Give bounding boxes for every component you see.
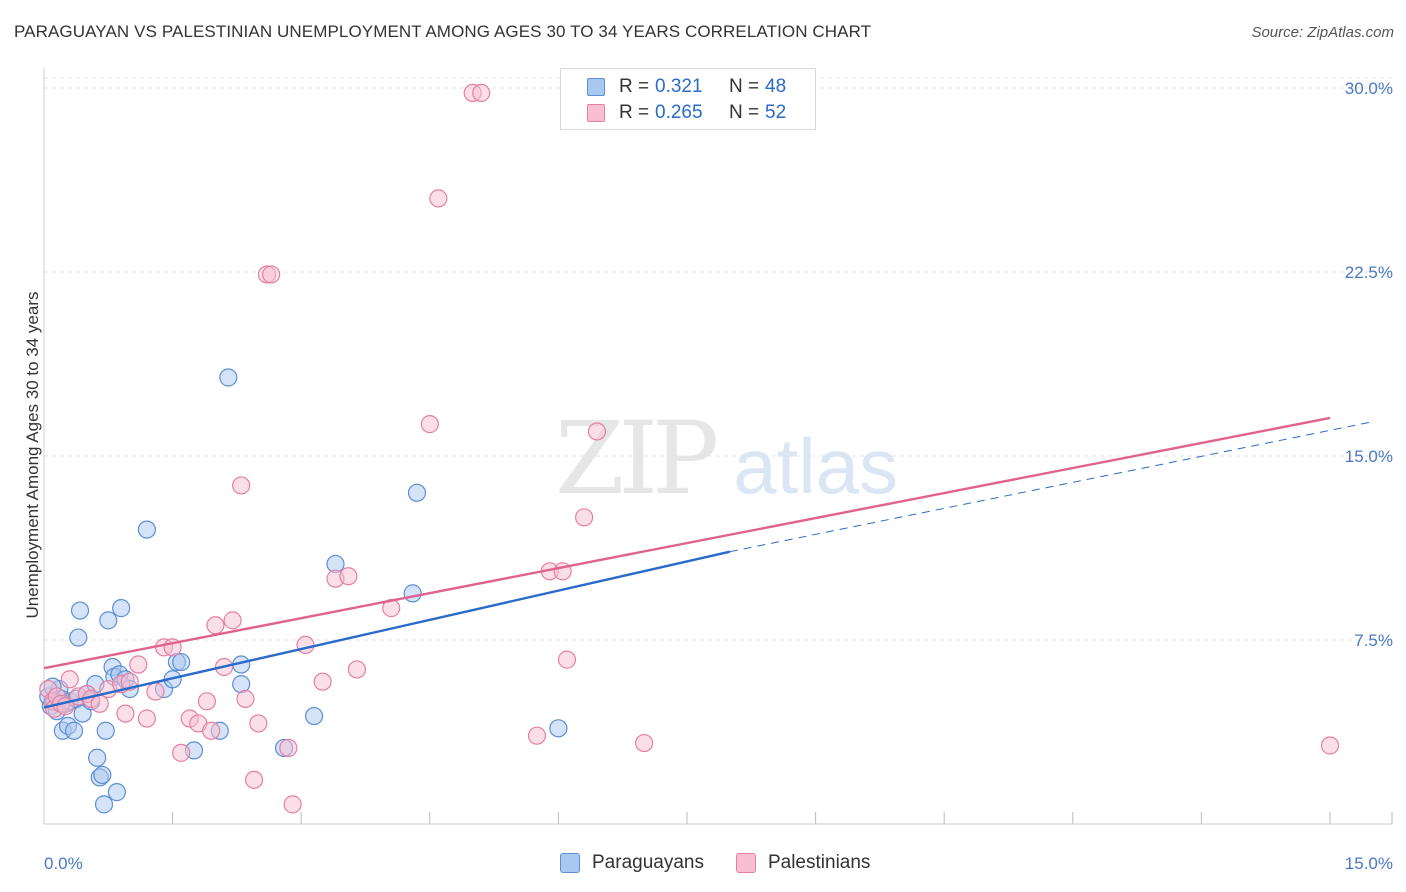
palestinian-point — [527, 726, 547, 745]
bottom-legend-swatch-paraguayans — [560, 853, 580, 873]
x-tick-label: 0.0% — [44, 854, 83, 873]
x-tick-label: 15.0% — [1345, 854, 1393, 873]
palestinian-point — [347, 660, 367, 679]
palestinian-point — [262, 265, 281, 284]
paraguayan-point — [94, 795, 114, 814]
legend-r-label: R = — [619, 76, 650, 97]
source-label: Source: ZipAtlas.com — [1251, 24, 1394, 41]
y-tick-label: 15.0% — [1345, 447, 1393, 466]
legend-n-label: N = — [729, 102, 760, 123]
palestinian-point — [90, 694, 109, 713]
y-tick-label: 22.5% — [1345, 263, 1393, 282]
palestinian-point — [172, 743, 191, 762]
paraguayan-point — [96, 721, 115, 740]
palestinian-point — [197, 692, 216, 711]
palestinian-point — [575, 508, 594, 527]
paraguayan-point — [73, 704, 92, 723]
palestinian-point — [635, 733, 654, 753]
palestinian-point — [279, 738, 298, 758]
y-tick-label: 30.0% — [1345, 79, 1393, 98]
paraguayan-point — [304, 706, 324, 726]
paraguayan-trend-line — [729, 421, 1373, 553]
legend-n-label: N = — [729, 76, 760, 97]
paraguayan-point — [112, 599, 131, 618]
legend-r-label: R = — [619, 102, 650, 123]
palestinian-point — [202, 721, 221, 740]
palestinian-point — [232, 476, 251, 495]
paraguayan-point — [403, 584, 422, 603]
palestinian-point — [472, 83, 491, 103]
watermark: ZIP atlas — [555, 400, 898, 517]
paraguayan-point — [407, 483, 427, 502]
palestinian-point — [60, 670, 79, 689]
palestinian-point — [339, 567, 358, 586]
palestinian-point — [116, 704, 135, 723]
paraguayan-point — [549, 719, 568, 738]
palestinian-point — [236, 689, 255, 708]
palestinian-point — [244, 770, 264, 789]
y-tick-label: 7.5% — [1354, 631, 1393, 650]
paraguayan-trend-line — [43, 550, 731, 709]
palestinian-point — [249, 714, 268, 733]
palestinian-point — [283, 795, 302, 814]
chart-title: PARAGUAYAN VS PALESTINIAN UNEMPLOYMENT A… — [14, 22, 872, 41]
palestinian-point — [137, 709, 156, 728]
paraguayan-point — [107, 783, 126, 802]
palestinian-point — [146, 682, 165, 701]
palestinian-point — [206, 616, 225, 635]
palestinian-point — [129, 655, 148, 674]
legend-r-value: 0.265 — [655, 102, 703, 123]
bottom-legend: Paraguayans Palestinians — [560, 852, 902, 874]
paraguayan-point — [93, 765, 112, 785]
legend-n-value: 48 — [765, 76, 787, 97]
watermark-zip: ZIP — [555, 400, 719, 517]
legend-swatch-palestinians — [587, 104, 605, 122]
palestinian-point — [557, 650, 577, 669]
palestinian-point — [420, 415, 439, 434]
bottom-legend-label-paraguayans: Paraguayans — [592, 852, 704, 873]
palestinian-point — [313, 672, 332, 691]
paraguayan-point — [219, 368, 238, 387]
palestinian-point — [587, 422, 607, 441]
palestinian-point — [429, 189, 448, 208]
paraguayan-point — [88, 748, 107, 767]
paraguayan-point — [70, 601, 90, 620]
bottom-legend-swatch-palestinians — [735, 853, 756, 873]
bottom-legend-label-palestinians: Palestinians — [767, 852, 871, 873]
paraguayan-point — [69, 628, 88, 647]
paraguayan-point — [64, 721, 84, 740]
paraguayan-point — [137, 520, 156, 539]
paraguayan-point — [99, 611, 118, 630]
palestinian-point — [223, 611, 242, 630]
watermark-atlas: atlas — [733, 422, 899, 510]
legend-swatch-paraguayans — [587, 78, 605, 96]
palestinian-point — [1320, 736, 1340, 755]
palestinian-point — [296, 635, 315, 655]
legend-r-value: 0.321 — [655, 76, 703, 97]
bottom-legend-paraguayans[interactable]: Paraguayans — [560, 852, 704, 874]
legend-row-palestinians: R = 0.265 N = 52 — [587, 101, 786, 125]
bottom-legend-palestinians[interactable]: Palestinians — [735, 852, 871, 874]
legend-row-paraguayans: R = 0.321 N = 48 — [587, 75, 786, 99]
legend: R = 0.321 N = 48 R = 0.265 N = 52 — [560, 68, 816, 130]
paraguayan-point — [172, 652, 191, 672]
legend-n-value: 52 — [765, 102, 787, 123]
palestinian-trend-line — [43, 416, 1331, 670]
